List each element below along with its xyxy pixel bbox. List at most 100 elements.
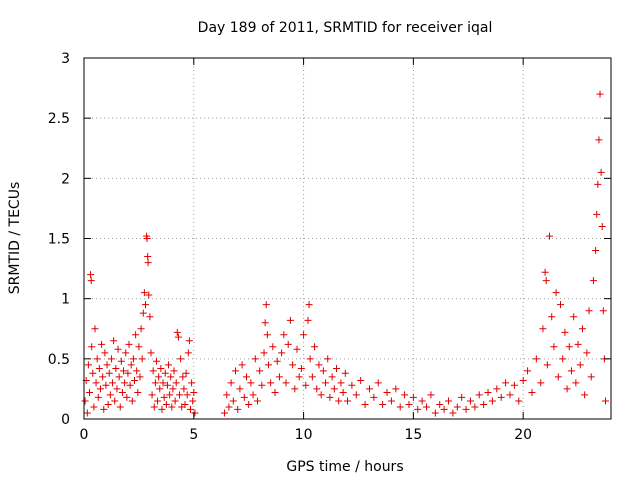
data-point: [493, 385, 501, 393]
data-point: [149, 367, 157, 375]
data-point: [300, 331, 308, 339]
data-point: [116, 403, 124, 411]
data-point: [333, 364, 341, 372]
data-point: [282, 379, 290, 387]
data-point: [453, 403, 461, 411]
data-point: [168, 403, 176, 411]
data-point: [515, 397, 523, 405]
data-point: [102, 381, 110, 389]
data-point: [229, 397, 237, 405]
data-point: [305, 301, 313, 309]
data-point: [552, 289, 560, 297]
data-point: [109, 379, 117, 387]
data-point: [262, 301, 270, 309]
data-point: [189, 397, 197, 405]
data-point: [365, 385, 373, 393]
data-point: [269, 343, 277, 351]
data-points: [81, 90, 610, 417]
data-point: [240, 393, 248, 401]
data-point: [576, 361, 584, 369]
data-point: [543, 361, 551, 369]
data-point: [184, 349, 192, 357]
data-point: [154, 397, 162, 405]
data-point: [118, 389, 126, 397]
data-point: [550, 343, 558, 351]
data-point: [506, 391, 514, 399]
data-point: [423, 403, 431, 411]
data-point: [87, 271, 95, 279]
data-point: [267, 379, 275, 387]
data-point: [361, 401, 369, 409]
data-point: [129, 355, 137, 363]
data-point: [502, 379, 510, 387]
data-point: [462, 405, 470, 413]
data-point: [124, 369, 132, 377]
data-point: [141, 301, 149, 309]
data-point: [559, 355, 567, 363]
data-point: [93, 355, 101, 363]
data-point: [284, 340, 292, 348]
data-point: [225, 403, 233, 411]
data-point: [114, 345, 122, 353]
data-point: [304, 316, 312, 324]
data-point: [280, 331, 288, 339]
y-tick-label: 1: [61, 292, 70, 308]
data-point: [306, 355, 314, 363]
data-point: [315, 361, 323, 369]
data-point: [165, 361, 173, 369]
x-tick-label: 5: [189, 427, 198, 443]
data-point: [234, 405, 242, 413]
data-point: [286, 316, 294, 324]
data-point: [167, 373, 175, 381]
data-point: [112, 364, 120, 372]
data-point: [128, 397, 136, 405]
data-point: [110, 337, 118, 345]
data-point: [135, 343, 143, 351]
data-point: [81, 397, 89, 405]
data-point: [95, 364, 103, 372]
data-point: [169, 385, 177, 393]
y-tick-labels: 0 0.5 1 1.5 2 2.5 3: [48, 51, 70, 428]
x-tick-label: 15: [404, 427, 422, 443]
data-point: [344, 397, 351, 405]
chart-title: Day 189 of 2011, SRMTID for receiver iqa…: [198, 20, 493, 36]
data-point: [348, 381, 356, 389]
data-point: [172, 379, 180, 387]
data-point: [542, 277, 550, 285]
data-point: [170, 367, 178, 375]
data-point: [123, 393, 131, 401]
data-point: [528, 389, 536, 397]
data-point: [125, 340, 133, 348]
data-point: [186, 405, 194, 413]
data-point: [140, 289, 148, 297]
data-point: [308, 373, 316, 381]
data-point: [387, 397, 395, 405]
data-point: [159, 379, 167, 387]
data-point: [147, 349, 155, 357]
data-point: [176, 391, 184, 399]
y-tick-label: 1.5: [48, 232, 70, 248]
data-point: [374, 379, 382, 387]
data-point: [524, 367, 532, 375]
data-point: [232, 367, 240, 375]
data-point: [163, 381, 171, 389]
data-point: [319, 367, 327, 375]
data-point: [475, 391, 483, 399]
data-point: [379, 401, 387, 409]
data-point: [598, 222, 606, 230]
data-point: [113, 385, 121, 393]
data-point: [519, 376, 527, 384]
data-point: [289, 361, 297, 369]
data-point: [94, 393, 102, 401]
data-point: [589, 277, 597, 285]
data-point: [578, 325, 586, 333]
data-point: [510, 381, 518, 389]
y-tick-label: 2.5: [48, 111, 70, 127]
data-point: [107, 355, 115, 363]
y-tick-label: 0.5: [48, 352, 70, 368]
data-point: [150, 403, 158, 411]
data-point: [87, 277, 95, 285]
data-point: [587, 373, 595, 381]
data-point: [449, 409, 457, 417]
